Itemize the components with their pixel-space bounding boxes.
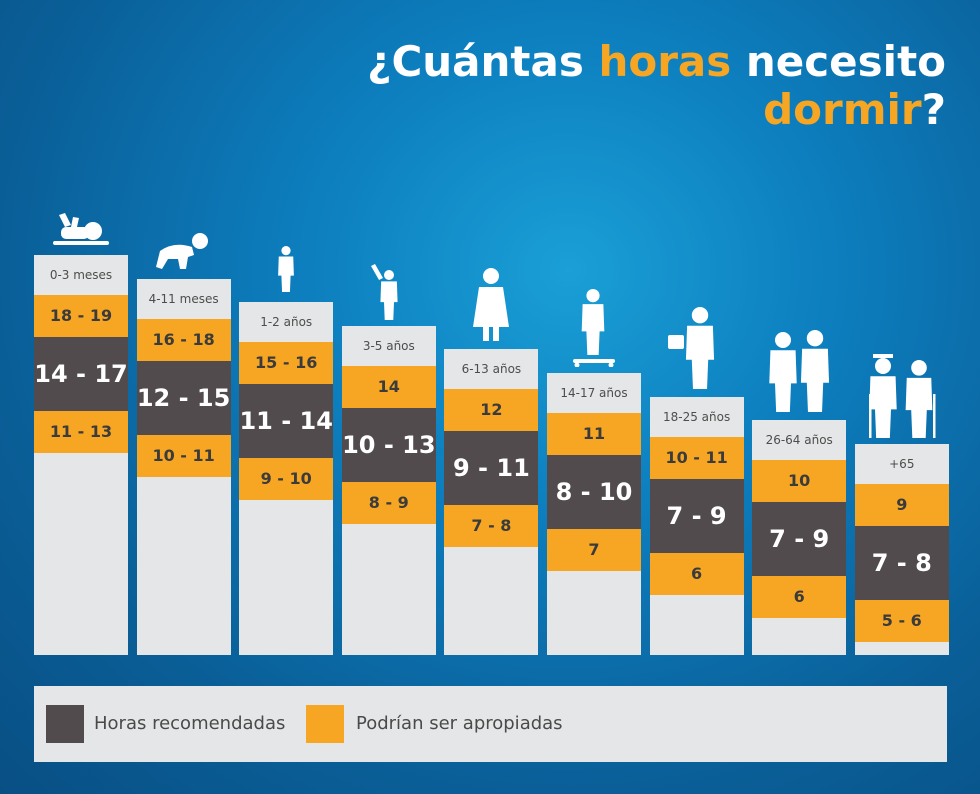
lower-appropriate-hours: 9 - 10 bbox=[239, 458, 334, 501]
legend-swatch-appropriate bbox=[306, 705, 344, 743]
lower-appropriate-hours: 6 bbox=[752, 576, 847, 619]
child-waving-icon bbox=[367, 262, 411, 324]
recommended-hours: 7 - 9 bbox=[752, 502, 847, 577]
column-base bbox=[752, 618, 847, 655]
age-label: 14-17 años bbox=[547, 373, 641, 413]
lower-appropriate-hours: 7 - 8 bbox=[444, 505, 539, 548]
upper-appropriate-hours: 12 bbox=[444, 389, 539, 432]
legend-swatch-recommended bbox=[46, 705, 84, 743]
adult-couple-icon bbox=[763, 330, 835, 418]
upper-appropriate-hours: 10 bbox=[752, 460, 847, 503]
title-question-mark: ? bbox=[921, 85, 946, 134]
recommended-hours: 11 - 14 bbox=[239, 384, 334, 459]
lower-appropriate-hours: 5 - 6 bbox=[854, 599, 949, 642]
recommended-hours: 8 - 10 bbox=[547, 455, 641, 529]
teen-skating-icon bbox=[567, 287, 621, 371]
title-line-1: ¿Cuántas horas necesito bbox=[367, 38, 946, 86]
upper-appropriate-hours: 10 - 11 bbox=[649, 436, 744, 479]
column-base bbox=[649, 594, 744, 655]
age-label: +65 bbox=[854, 443, 949, 484]
man-walking-icon bbox=[666, 305, 728, 395]
legend: Horas recomendadas Podrían ser apropiada… bbox=[34, 686, 947, 762]
lower-appropriate-hours: 7 bbox=[547, 529, 641, 571]
upper-appropriate-hours: 14 bbox=[341, 365, 436, 408]
legend-label-appropriate: Podrían ser apropiadas bbox=[356, 713, 563, 734]
age-label: 26-64 años bbox=[752, 420, 847, 461]
recommended-hours: 10 - 13 bbox=[341, 407, 436, 482]
baby-crawling-icon bbox=[154, 232, 214, 277]
girl-icon bbox=[469, 267, 513, 347]
elderly-couple-icon bbox=[863, 353, 941, 442]
chart-title: ¿Cuántas horas necesito dormir? bbox=[367, 38, 946, 134]
column-base bbox=[341, 523, 436, 655]
lower-appropriate-hours: 6 bbox=[649, 552, 744, 595]
upper-appropriate-hours: 18 - 19 bbox=[34, 295, 128, 337]
title-suffix: necesito bbox=[731, 37, 946, 86]
lower-appropriate-hours: 10 - 11 bbox=[136, 434, 231, 477]
recommended-hours: 7 - 9 bbox=[649, 478, 744, 553]
baby-lying-icon bbox=[51, 209, 111, 253]
title-highlight-horas: horas bbox=[598, 37, 732, 86]
age-label: 4-11 meses bbox=[136, 278, 231, 319]
toddler-icon bbox=[266, 244, 306, 300]
upper-appropriate-hours: 9 bbox=[854, 483, 949, 526]
title-line-2: dormir? bbox=[367, 86, 946, 134]
recommended-hours: 7 - 8 bbox=[854, 525, 949, 600]
upper-appropriate-hours: 16 - 18 bbox=[136, 318, 231, 361]
title-prefix: ¿Cuántas bbox=[367, 37, 599, 86]
column-base bbox=[444, 547, 539, 655]
title-highlight-dormir: dormir bbox=[763, 85, 922, 134]
lower-appropriate-hours: 11 - 13 bbox=[34, 411, 128, 453]
upper-appropriate-hours: 11 bbox=[547, 413, 641, 455]
column-base bbox=[854, 641, 949, 655]
age-label: 1-2 años bbox=[239, 302, 334, 343]
age-label: 18-25 años bbox=[649, 396, 744, 437]
legend-label-recommended: Horas recomendadas bbox=[94, 713, 286, 734]
recommended-hours: 14 - 17 bbox=[34, 337, 128, 411]
column-base bbox=[239, 500, 334, 655]
upper-appropriate-hours: 15 - 16 bbox=[239, 342, 334, 385]
column-base bbox=[136, 476, 231, 655]
column-base bbox=[34, 453, 128, 655]
lower-appropriate-hours: 8 - 9 bbox=[341, 481, 436, 524]
recommended-hours: 12 - 15 bbox=[136, 360, 231, 435]
age-label: 3-5 años bbox=[341, 325, 436, 366]
age-label: 6-13 años bbox=[444, 349, 539, 390]
column-base bbox=[547, 571, 641, 655]
age-label: 0-3 meses bbox=[34, 255, 128, 295]
recommended-hours: 9 - 11 bbox=[444, 431, 539, 506]
